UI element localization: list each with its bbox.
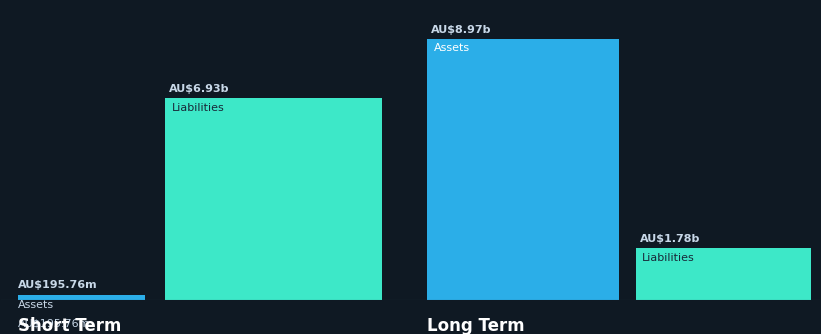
Text: AU$195.76m: AU$195.76m [18,281,98,291]
Bar [427,39,619,300]
Bar [165,99,382,300]
Text: AU$8.97b: AU$8.97b [431,25,492,35]
Text: AU$1.78b: AU$1.78b [640,234,700,244]
Bar [635,248,811,300]
Text: Liabilities: Liabilities [642,253,695,263]
Text: Assets: Assets [18,300,54,310]
Text: Long Term: Long Term [427,317,525,334]
Text: AU$195.76m: AU$195.76m [18,318,90,328]
Text: Assets: Assets [433,43,470,53]
Text: Liabilities: Liabilities [172,103,224,113]
Text: Short Term: Short Term [18,317,122,334]
Bar [18,295,144,300]
Text: AU$6.93b: AU$6.93b [169,84,230,94]
